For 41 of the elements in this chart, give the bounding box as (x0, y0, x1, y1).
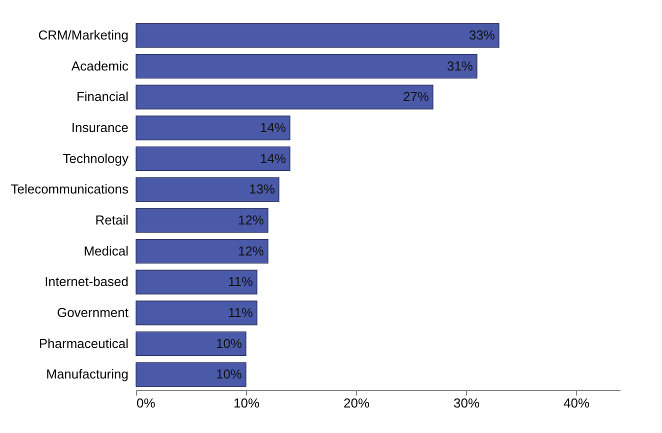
y-tick-label: Pharmaceutical (38, 336, 129, 351)
bar (136, 238, 268, 264)
x-tick-label: 20% (343, 396, 370, 410)
bar (136, 300, 258, 326)
bar (136, 177, 280, 202)
y-tick-label: Retail (95, 212, 129, 228)
bar (136, 146, 290, 172)
bar (136, 270, 258, 294)
x-tick-label: 0% (136, 396, 156, 410)
data-label: 11% (228, 274, 254, 290)
data-label: 33% (468, 27, 496, 42)
data-label: 13% (248, 182, 276, 197)
y-tick-label: Telecommunications (10, 182, 129, 197)
y-tick-label: Academic (71, 58, 129, 74)
data-label: 27% (402, 89, 430, 104)
data-label: 11% (228, 304, 254, 320)
y-tick-label: Manufacturing (46, 366, 128, 382)
bar (136, 362, 246, 387)
bar (136, 84, 434, 110)
bar (136, 331, 246, 356)
bar (136, 116, 290, 140)
bar (136, 23, 500, 48)
data-label: 12% (238, 212, 264, 228)
bar (136, 54, 478, 79)
y-tick-label: Insurance (71, 120, 128, 135)
y-tick-label: CRM/Marketing (38, 27, 128, 42)
data-label: 10% (216, 366, 242, 382)
data-label: 31% (446, 58, 474, 74)
x-tick-label: 30% (453, 396, 480, 410)
y-tick-label: Government (56, 304, 129, 320)
y-tick-label: Medical (84, 243, 129, 258)
y-tick-label: Financial (76, 89, 129, 104)
x-tick-label: 10% (233, 396, 260, 410)
x-tick-label: 40% (563, 396, 590, 410)
data-label: 12% (238, 243, 264, 258)
bar (136, 208, 268, 233)
data-label: 14% (260, 120, 286, 135)
data-label: 10% (216, 336, 242, 351)
data-label: 14% (260, 150, 286, 166)
y-tick-label: Technology (62, 150, 129, 166)
y-tick-label: Internet-based (44, 274, 128, 290)
